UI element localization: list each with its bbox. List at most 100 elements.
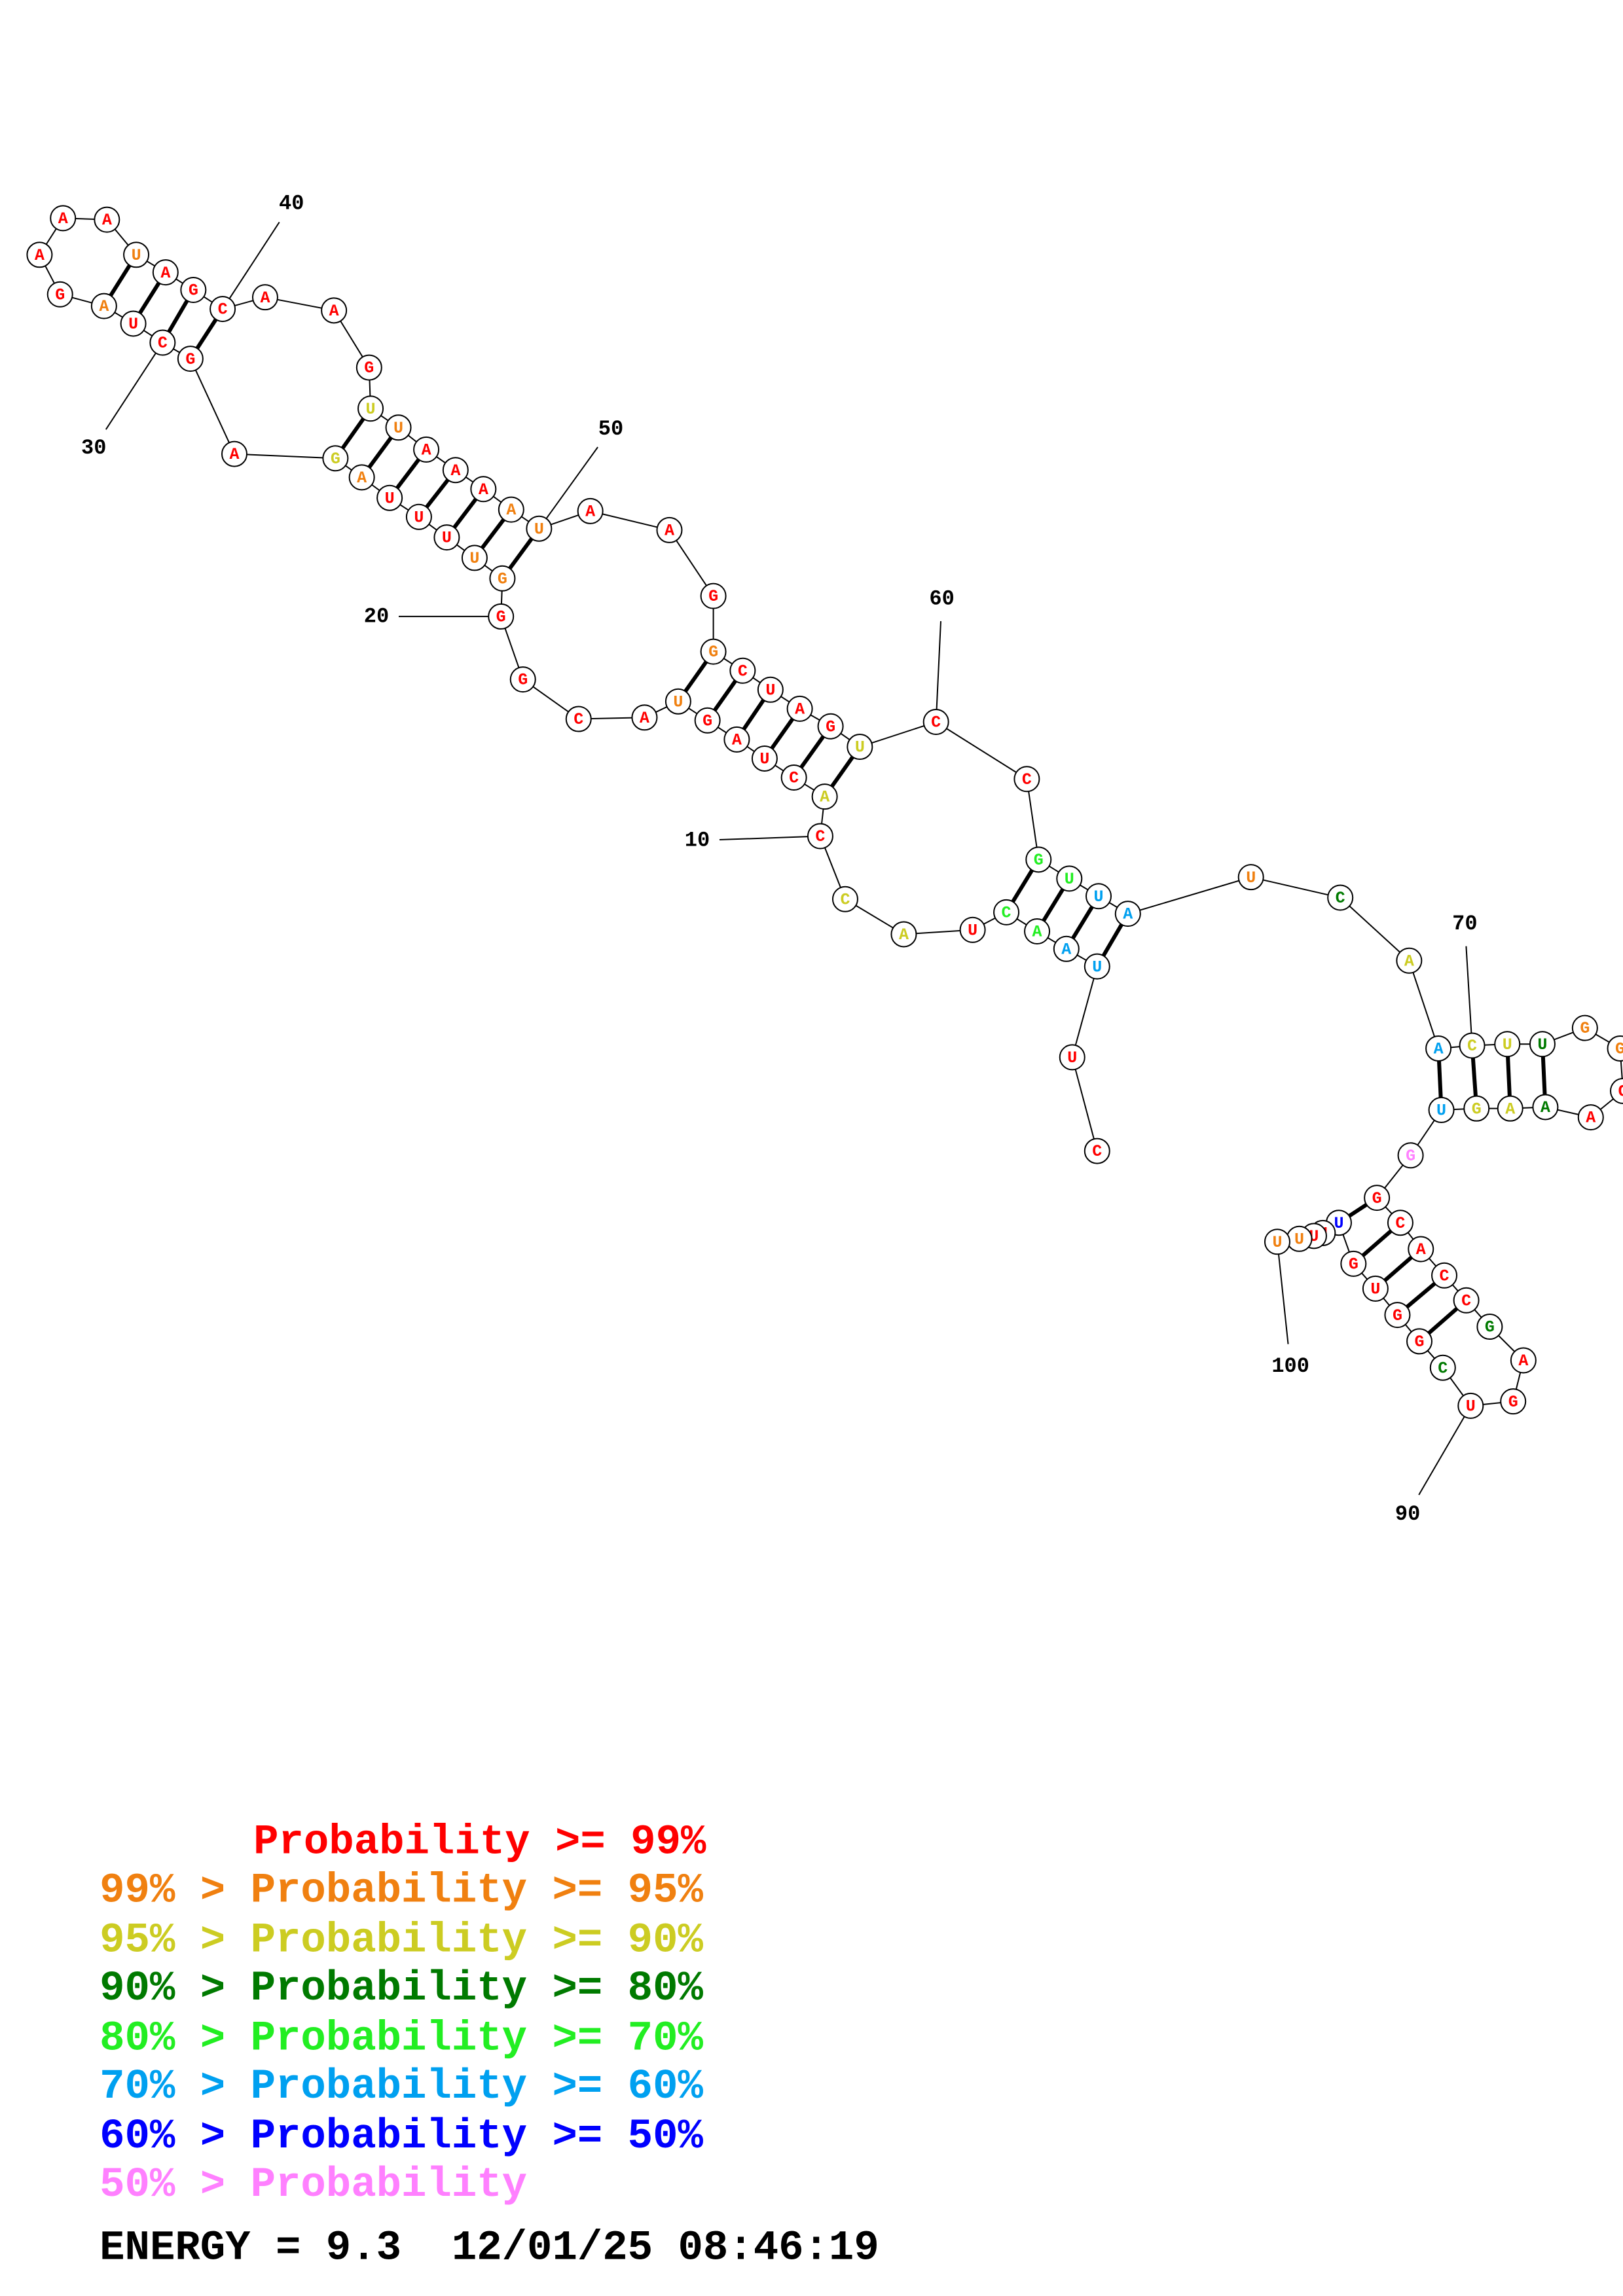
nucleotide: A xyxy=(26,242,53,268)
nucleotide-base: G xyxy=(1406,1147,1415,1166)
nucleotide-base: U xyxy=(1094,888,1104,906)
nucleotide-base: C xyxy=(1092,1142,1102,1161)
nucleotide-base: C xyxy=(218,300,228,319)
position-number: 30 xyxy=(81,436,106,460)
nucleotide-base: U xyxy=(1334,1214,1343,1233)
nucleotide-circle xyxy=(221,440,247,467)
nucleotide-circle xyxy=(700,638,727,665)
position-number: 20 xyxy=(364,604,389,628)
backbone-link xyxy=(590,510,670,531)
nucleotide-base: A xyxy=(450,461,460,480)
nucleotide: U xyxy=(526,515,553,542)
nucleotide-base: C xyxy=(1440,1266,1450,1285)
nucleotide: A xyxy=(498,496,524,523)
nucleotide-base: G xyxy=(55,285,65,304)
nucleotide-base: A xyxy=(1061,940,1071,959)
nucleotide-base: C xyxy=(1467,1037,1477,1056)
nucleotide: U xyxy=(1056,865,1083,892)
nucleotide-circle xyxy=(665,688,691,715)
nucleotide: G xyxy=(180,276,207,303)
nucleotide-circle xyxy=(751,745,778,772)
nucleotide-base: U xyxy=(469,549,479,568)
nucleotide: A xyxy=(786,695,813,722)
nucleotide-base: A xyxy=(1404,952,1414,971)
nucleotide-circle xyxy=(46,281,73,308)
nucleotide-base: U xyxy=(1370,1280,1380,1299)
position-number: 10 xyxy=(685,829,710,853)
nucleotide-circle xyxy=(149,329,176,356)
nucleotide-circle xyxy=(50,205,77,232)
nucleotide-base: U xyxy=(1537,1035,1547,1054)
nucleotide: C xyxy=(993,899,1020,925)
nucleotide: C xyxy=(1327,884,1354,911)
nucleotide-base: G xyxy=(1393,1306,1402,1325)
nucleotide-circle xyxy=(357,395,384,422)
nucleotide: C xyxy=(1431,1262,1458,1289)
nucleotide-base: G xyxy=(708,643,718,662)
nucleotide-base: A xyxy=(1123,905,1133,924)
nucleotide-base: A xyxy=(1541,1098,1550,1117)
nucleotide-circle xyxy=(123,242,150,268)
nucleotide: A xyxy=(723,726,750,753)
legend-entry: 95% > Probability >= 90% xyxy=(100,1917,703,1964)
nucleotide: C xyxy=(1013,766,1040,793)
nucleotide-base: G xyxy=(1508,1393,1518,1412)
nucleotide: G xyxy=(46,281,73,308)
nucleotide-circle xyxy=(251,284,278,311)
nucleotide-base: C xyxy=(789,769,799,788)
nucleotide: A xyxy=(221,440,247,467)
nucleotide-circle xyxy=(1431,1262,1458,1289)
nucleotide-circle xyxy=(1384,1302,1411,1329)
nucleotide-circle xyxy=(729,657,756,684)
number-leader xyxy=(935,620,942,723)
nucleotide-base: U xyxy=(1067,1049,1077,1067)
nucleotide-circle xyxy=(26,242,53,268)
nucleotide-base: A xyxy=(795,700,805,719)
nucleotide-circle xyxy=(817,713,844,740)
nucleotide: C xyxy=(1084,1138,1110,1164)
nucleotide: A xyxy=(1396,947,1423,974)
nucleotide-base: G xyxy=(364,359,374,378)
number-leader xyxy=(105,342,164,430)
nucleotide-base: A xyxy=(329,302,339,321)
number-leader xyxy=(719,835,820,841)
nucleotide-base: G xyxy=(1372,1189,1382,1208)
nucleotide: G xyxy=(1571,1014,1598,1041)
nucleotide-circle xyxy=(1529,1031,1556,1058)
nucleotide-circle xyxy=(509,666,536,693)
backbone-link xyxy=(668,529,714,597)
nucleotide-circle xyxy=(694,707,721,734)
legend-entry: 80% > Probability >= 70% xyxy=(100,2015,703,2062)
nucleotide-circle xyxy=(376,484,403,511)
nucleotide-circle xyxy=(1362,1275,1389,1302)
nucleotide: C xyxy=(210,296,236,323)
nucleotide-circle xyxy=(1497,1095,1523,1122)
nucleotide-circle xyxy=(1532,1094,1559,1121)
position-number: 90 xyxy=(1395,1502,1420,1526)
position-number: 100 xyxy=(1271,1354,1309,1378)
nucleotide: C xyxy=(1459,1032,1486,1059)
nucleotide-circle xyxy=(922,709,949,736)
nucleotide-circle xyxy=(94,206,120,233)
nucleotide-base: U xyxy=(1294,1230,1304,1249)
nucleotide-circle xyxy=(993,899,1020,925)
backbone-link xyxy=(1071,966,1098,1058)
nucleotide-base: C xyxy=(1438,1359,1448,1378)
nucleotide-circle xyxy=(1024,918,1051,944)
nucleotide-circle xyxy=(656,516,683,543)
backbone-link xyxy=(1026,779,1040,860)
nucleotide-base: A xyxy=(260,289,270,308)
nucleotide: U xyxy=(1494,1031,1521,1058)
nucleotide-circle xyxy=(723,726,750,753)
nucleotide-base: G xyxy=(185,350,195,369)
nucleotide-circle xyxy=(1457,1392,1484,1419)
nucleotide-circle xyxy=(1364,1185,1391,1211)
nucleotide-base: C xyxy=(815,827,825,846)
nucleotide-base: G xyxy=(708,587,718,606)
nucleotide: C xyxy=(1453,1287,1480,1314)
nucleotide: A xyxy=(656,516,683,543)
nucleotide: A xyxy=(1114,901,1141,927)
number-leader xyxy=(538,446,598,529)
nucleotide-base: U xyxy=(1466,1397,1476,1416)
